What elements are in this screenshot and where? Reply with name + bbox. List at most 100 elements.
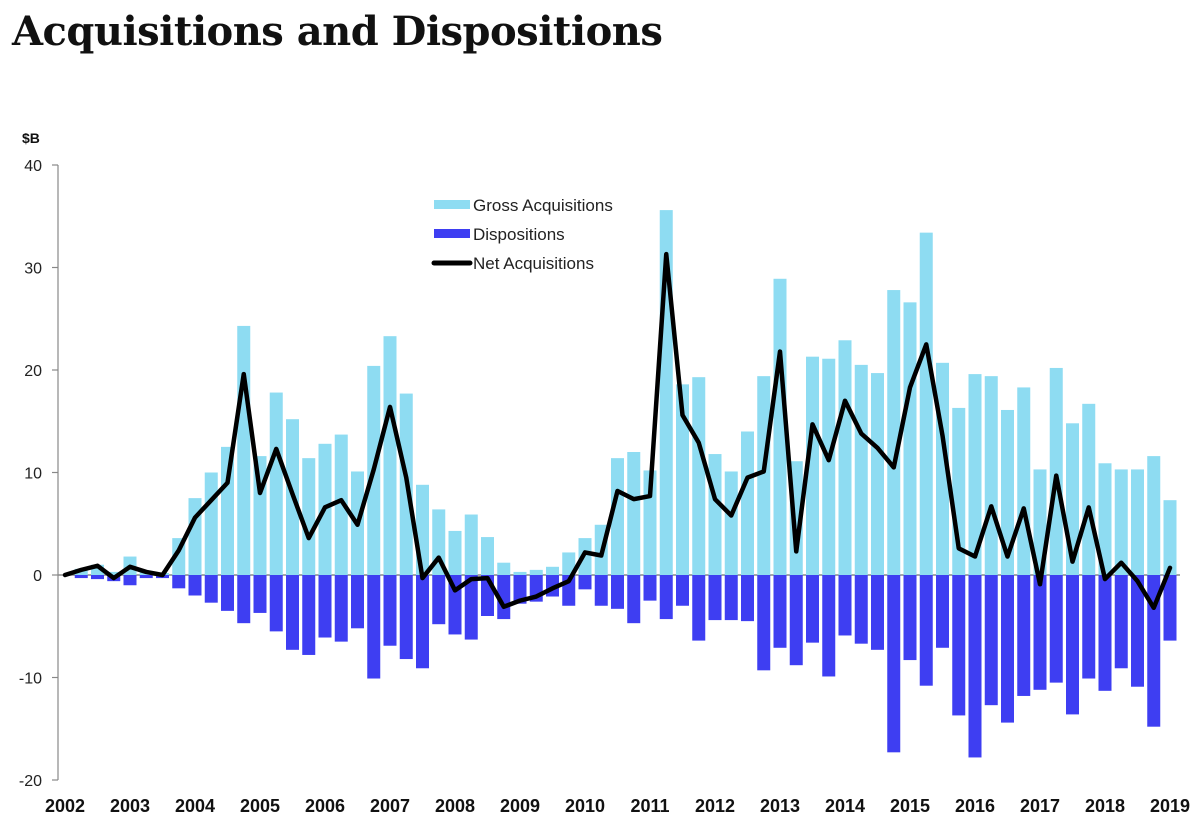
gross-acquisitions-bar (302, 458, 316, 575)
dispositions-bar (367, 575, 381, 679)
dispositions-bar (123, 575, 137, 586)
y-tick-label: 10 (24, 466, 42, 483)
x-tick-label: 2007 (370, 796, 410, 816)
gross-acquisitions-bar (968, 374, 982, 575)
x-tick-label: 2016 (955, 796, 995, 816)
x-tick-label: 2013 (760, 796, 800, 816)
gross-acquisitions-bar (1017, 387, 1031, 575)
dispositions-bar (1147, 575, 1161, 727)
legend-label: Gross Acquisitions (473, 196, 613, 215)
gross-acquisitions-bar (513, 571, 527, 575)
gross-acquisitions-bar (383, 336, 397, 575)
gross-acquisitions-bar (854, 364, 868, 575)
legend-label: Net Acquisitions (473, 254, 594, 273)
x-tick-label: 2019 (1150, 796, 1190, 816)
gross-acquisitions-bar (529, 569, 543, 575)
dispositions-bar (351, 575, 364, 629)
gross-acquisitions-bar (448, 530, 462, 575)
gross-acquisitions-bar (269, 392, 283, 575)
legend-swatch-dispositions (434, 229, 470, 238)
y-tick-label: -20 (19, 773, 42, 790)
x-tick-label: 2002 (45, 796, 85, 816)
gross-acquisitions-bar (1114, 469, 1128, 575)
dispositions-bar (383, 575, 397, 646)
dispositions-bar (269, 575, 283, 632)
gross-acquisitions-bar (806, 356, 819, 575)
dispositions-bar (919, 575, 933, 686)
gross-acquisitions-bar (903, 302, 917, 575)
gross-acquisitions-bar (887, 290, 901, 575)
legend-label: Dispositions (473, 225, 565, 244)
gross-acquisitions-bar (919, 232, 933, 575)
y-tick-label: 40 (24, 158, 42, 175)
dispositions-bar (578, 575, 592, 590)
bars-layer (74, 210, 1177, 758)
x-tick-label: 2006 (305, 796, 345, 816)
gross-acquisitions-bar (1001, 409, 1014, 575)
dispositions-bar (1001, 575, 1014, 723)
x-tick-label: 2003 (110, 796, 150, 816)
x-tick-label: 2005 (240, 796, 280, 816)
gross-acquisitions-bar (708, 454, 722, 575)
dispositions-bar (286, 575, 299, 650)
dispositions-bar (773, 575, 787, 648)
gross-acquisitions-bar (497, 562, 511, 575)
dispositions-bar (334, 575, 348, 642)
dispositions-bar (1033, 575, 1047, 690)
y-tick-label: -10 (19, 671, 42, 688)
gross-acquisitions-bar (871, 373, 884, 575)
gross-acquisitions-bar (757, 376, 771, 575)
dispositions-bar (237, 575, 251, 624)
dispositions-bar (594, 575, 608, 606)
gross-acquisitions-bar (1147, 456, 1161, 575)
dispositions-bar (399, 575, 413, 660)
dispositions-bar (139, 575, 153, 579)
dispositions-bar (643, 575, 657, 601)
page-title: Acquisitions and Dispositions (12, 8, 663, 55)
x-tick-label: 2017 (1020, 796, 1060, 816)
dispositions-bar (416, 575, 429, 669)
dispositions-bar (757, 575, 771, 671)
x-tick-label: 2008 (435, 796, 475, 816)
dispositions-bar (676, 575, 689, 606)
y-axis-unit-label: $B (22, 130, 40, 146)
dispositions-bar (1114, 575, 1128, 669)
gross-acquisitions-bar (1082, 403, 1096, 575)
dispositions-bar (887, 575, 901, 753)
net-acquisitions-line (62, 251, 1173, 611)
gross-acquisitions-bar (1131, 469, 1144, 575)
x-tick-label: 2010 (565, 796, 605, 816)
gross-acquisitions-bar (741, 431, 754, 575)
gross-acquisitions-bar (237, 325, 251, 575)
gross-acquisitions-bar (562, 552, 576, 575)
gross-acquisitions-bar (546, 566, 559, 575)
dispositions-bar (221, 575, 234, 611)
dispositions-bar (708, 575, 722, 621)
dispositions-bar (659, 575, 673, 620)
x-tick-label: 2014 (825, 796, 865, 816)
x-tick-label: 2011 (630, 796, 669, 816)
dispositions-bar (806, 575, 819, 643)
dispositions-bar (627, 575, 641, 624)
dispositions-bar (172, 575, 186, 589)
dispositions-bar (741, 575, 754, 622)
gross-acquisitions-bar (91, 564, 104, 575)
x-tick-label: 2004 (175, 796, 215, 816)
dispositions-bar (936, 575, 949, 648)
y-tick-label: 30 (24, 261, 42, 278)
dispositions-bar (91, 575, 104, 580)
dispositions-bar (789, 575, 803, 666)
x-tick-label: 2015 (890, 796, 930, 816)
dispositions-bar (903, 575, 917, 661)
dispositions-bar (854, 575, 868, 644)
gross-acquisitions-bar (676, 384, 689, 575)
dispositions-bar (952, 575, 966, 716)
dispositions-bar (497, 575, 511, 620)
net-line-layer (62, 251, 1173, 611)
legend: Gross Acquisitions Dispositions Net Acquis… (431, 196, 613, 273)
gross-acquisitions-bar (984, 376, 998, 575)
x-tick-label: 2018 (1085, 796, 1125, 816)
axes-layer: -20 -10 0 10 20 30 40 $B 2002 2003 2004 2005 2006 200… (19, 130, 1190, 816)
gross-acquisitions-bar (1049, 367, 1063, 575)
gross-acquisitions-bar (838, 340, 852, 575)
